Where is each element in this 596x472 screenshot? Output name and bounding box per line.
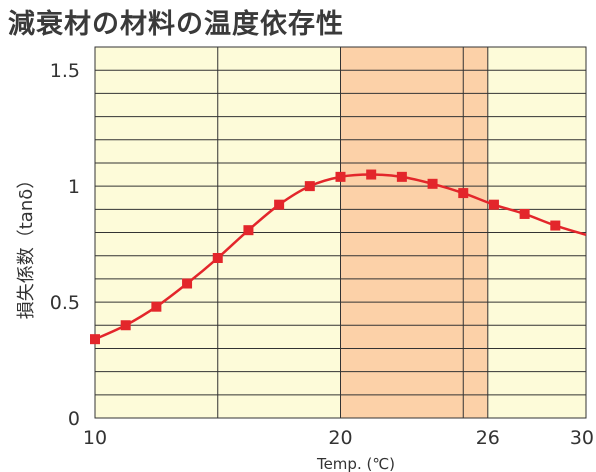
plot-frame	[94, 46, 587, 419]
y-axis-label: 損失係数（tanδ）	[16, 171, 37, 320]
data-point	[212, 253, 223, 264]
data-point	[427, 178, 438, 189]
data-point	[90, 334, 100, 345]
data-point	[120, 320, 131, 331]
data-point	[151, 301, 162, 312]
data-point	[304, 181, 315, 192]
data-point	[550, 220, 561, 231]
data-point	[458, 188, 469, 199]
y-tick-label: 0	[68, 408, 80, 430]
y-tick-label: 1.5	[50, 60, 80, 82]
x-tick-label: 30	[570, 427, 594, 449]
x-tick-label: 26	[476, 427, 500, 449]
chart-title: 減衰材の材料の温度依存性	[8, 9, 344, 40]
y-tick-label: 0.5	[50, 292, 80, 314]
data-point	[366, 169, 377, 180]
data-point	[519, 208, 530, 219]
x-axis-label: Temp. (℃)	[316, 455, 395, 472]
data-point	[182, 278, 193, 289]
data-point	[488, 199, 499, 210]
data-point	[243, 225, 254, 236]
data-point	[274, 199, 285, 210]
data-point	[335, 171, 346, 182]
x-tick-label: 10	[83, 427, 107, 449]
y-tick-label: 1	[68, 176, 80, 198]
x-tick-label: 20	[328, 427, 352, 449]
data-point	[396, 171, 407, 182]
